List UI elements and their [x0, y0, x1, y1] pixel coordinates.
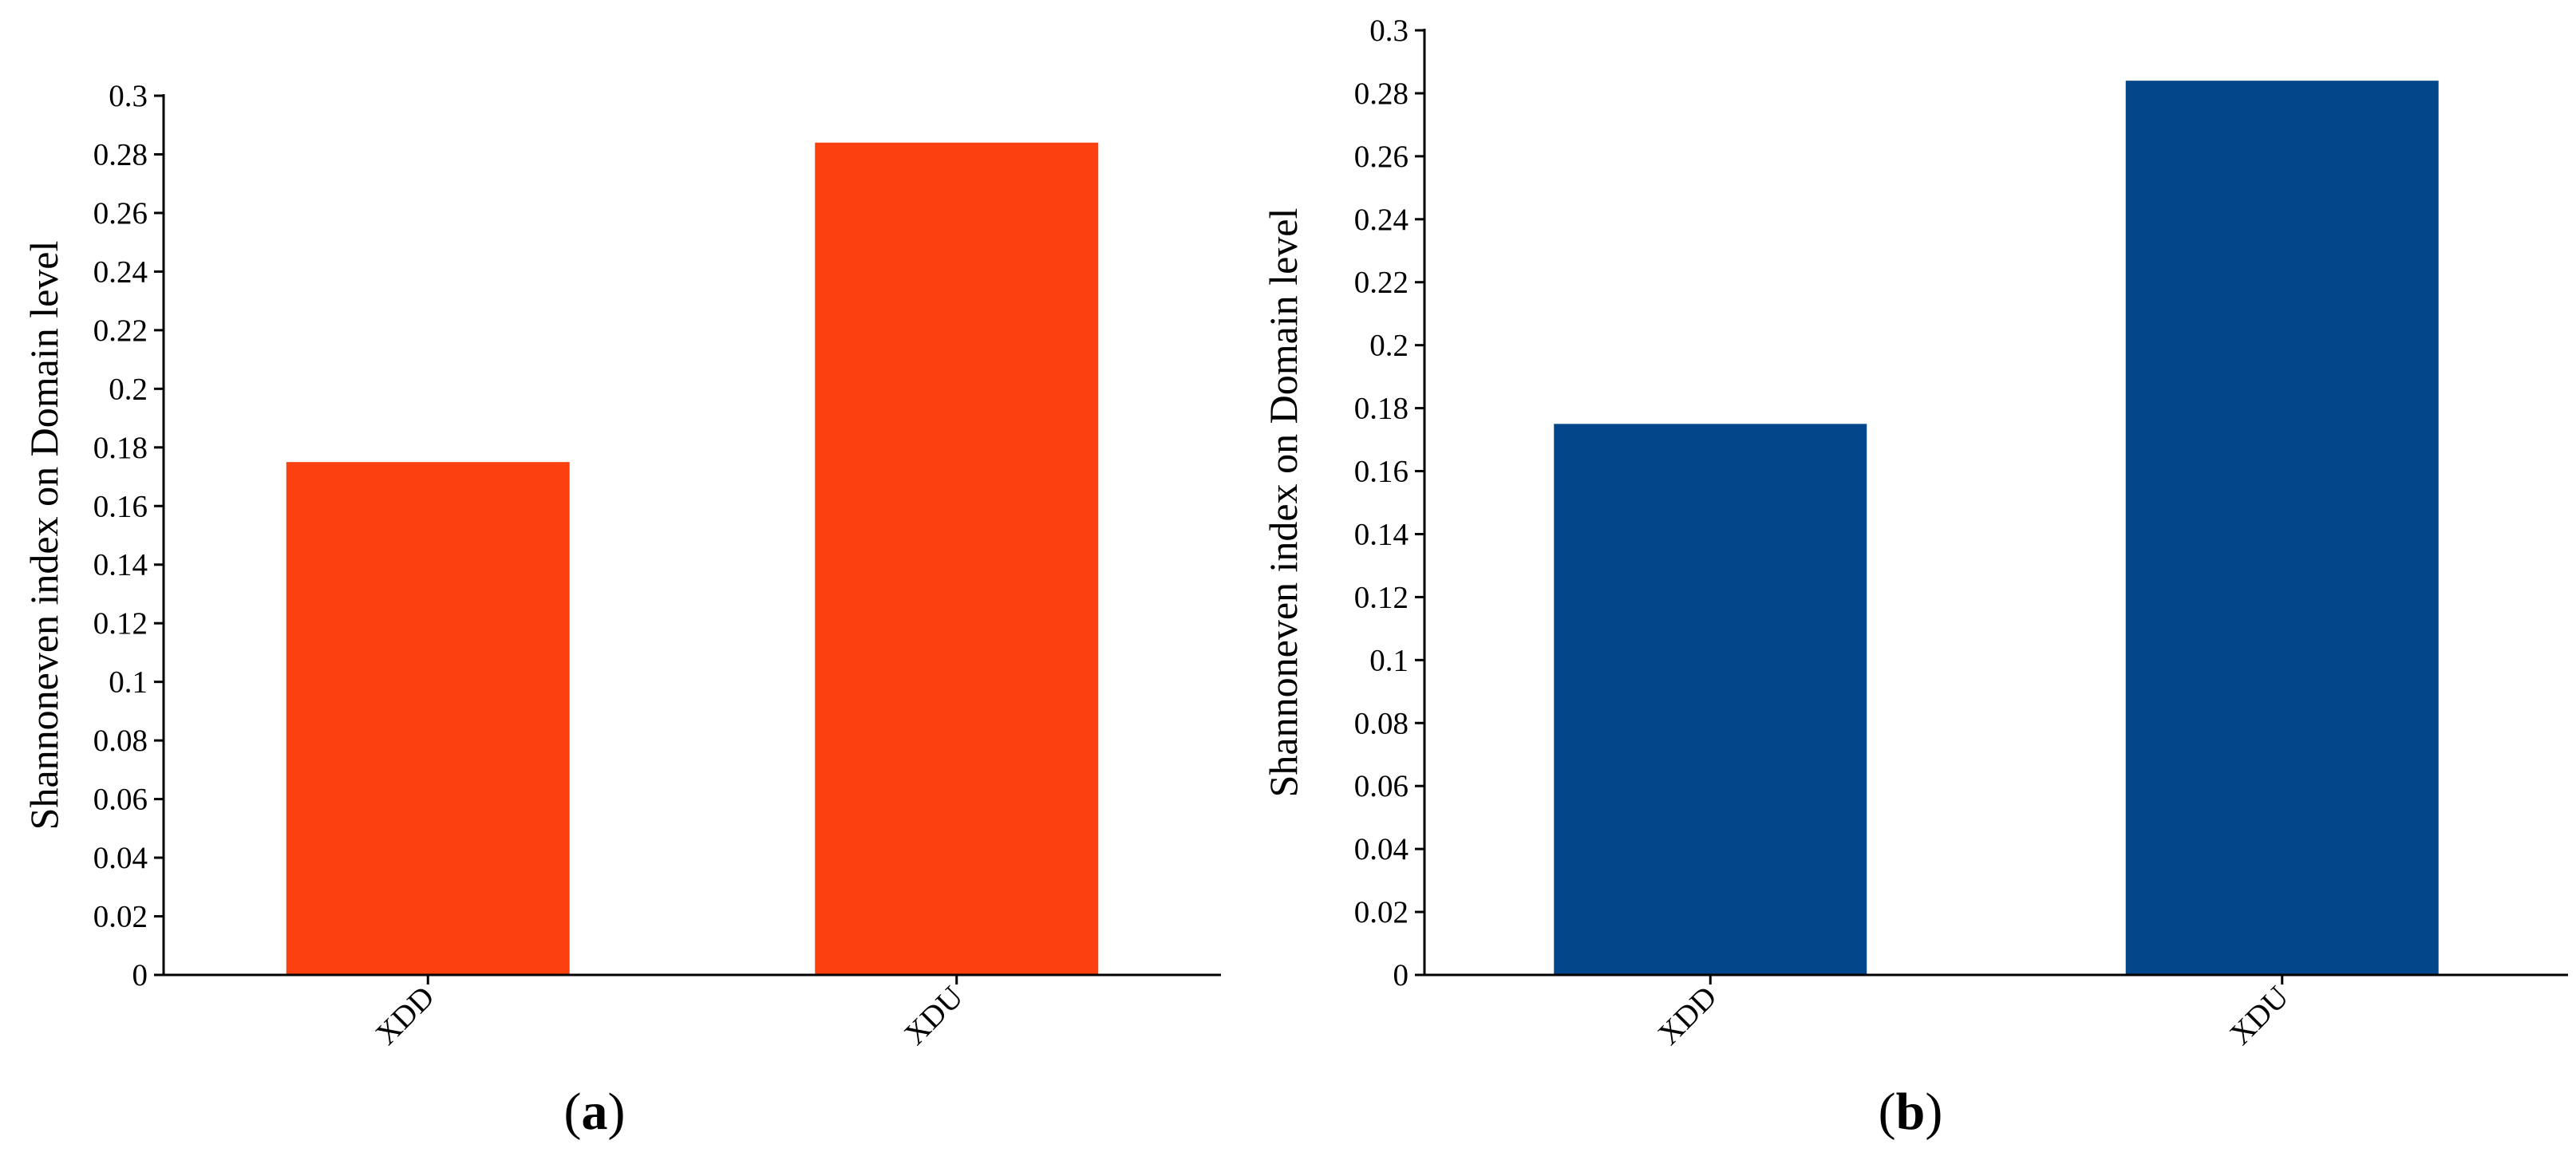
x-tick-label-xdd: XDD — [369, 980, 441, 1052]
y-tick-label: 0.26 — [93, 196, 148, 231]
y-tick-label: 0.12 — [1354, 580, 1409, 614]
y-tick-label: 0.1 — [109, 665, 148, 700]
y-tick-label: 0.28 — [1354, 77, 1409, 111]
panel-letter: b — [1896, 1083, 1926, 1141]
y-tick-label: 0.08 — [93, 724, 148, 758]
x-tick-label-xdu: XDU — [2223, 980, 2295, 1052]
y-axis-title: Shannoneven index on Domain level — [1261, 208, 1306, 798]
bar-xdu — [2125, 81, 2439, 975]
bar-xdd — [1554, 424, 1867, 975]
x-tick-label-xdd: XDD — [1651, 980, 1723, 1052]
y-tick-label: 0.04 — [93, 841, 148, 875]
y-tick-label: 0.3 — [1369, 14, 1409, 48]
y-tick-label: 0.02 — [93, 900, 148, 934]
y-tick-label: 0.14 — [93, 548, 148, 582]
y-tick-label: 0.06 — [1354, 769, 1409, 803]
y-tick-label: 0.16 — [93, 489, 148, 523]
y-axis-title: Shannoneven index on Domain level — [22, 241, 66, 831]
y-tick-label: 0.24 — [93, 255, 148, 289]
y-tick-label: 0.16 — [1354, 455, 1409, 489]
y-tick-label: 0.06 — [93, 783, 148, 817]
y-tick-label: 0.02 — [1354, 895, 1409, 929]
y-tick-label: 0.04 — [1354, 832, 1409, 866]
y-tick-label: 0.18 — [93, 431, 148, 465]
y-tick-label: 0.22 — [93, 314, 148, 348]
y-tick-label: 0.2 — [1369, 329, 1409, 363]
y-tick-label: 0.2 — [109, 372, 148, 406]
y-tick-label: 0.18 — [1354, 392, 1409, 426]
panel-label: (b) — [1879, 1083, 1943, 1141]
y-tick-label: 0.14 — [1354, 517, 1409, 551]
x-tick-label-xdu: XDU — [898, 980, 970, 1052]
y-tick-label: 0.22 — [1354, 266, 1409, 300]
y-tick-label: 0.3 — [109, 79, 148, 113]
y-tick-label: 0.28 — [93, 137, 148, 172]
panel-letter: a — [582, 1083, 608, 1141]
y-tick-label: 0 — [1393, 958, 1409, 992]
bar-xdu — [815, 142, 1099, 976]
y-tick-label: 0.26 — [1354, 140, 1409, 174]
y-tick-label: 0.08 — [1354, 706, 1409, 740]
y-tick-label: 0.24 — [1354, 203, 1409, 237]
panel-a: 0 0.02 0.04 0.06 0.08 0.1 0.12 0.14 0.16 0.18 0.2 0… — [22, 79, 1221, 1141]
y-tick-label: 0.1 — [1369, 643, 1409, 677]
panel-label: (a) — [564, 1083, 626, 1141]
y-tick-label: 0 — [132, 958, 148, 992]
bar-xdd — [286, 462, 570, 975]
panel-b: 0 0.02 0.04 0.06 0.08 0.1 0.12 0.14 0.16 0.18 0.2 0… — [1261, 14, 2568, 1141]
y-tick-label: 0.12 — [93, 606, 148, 641]
